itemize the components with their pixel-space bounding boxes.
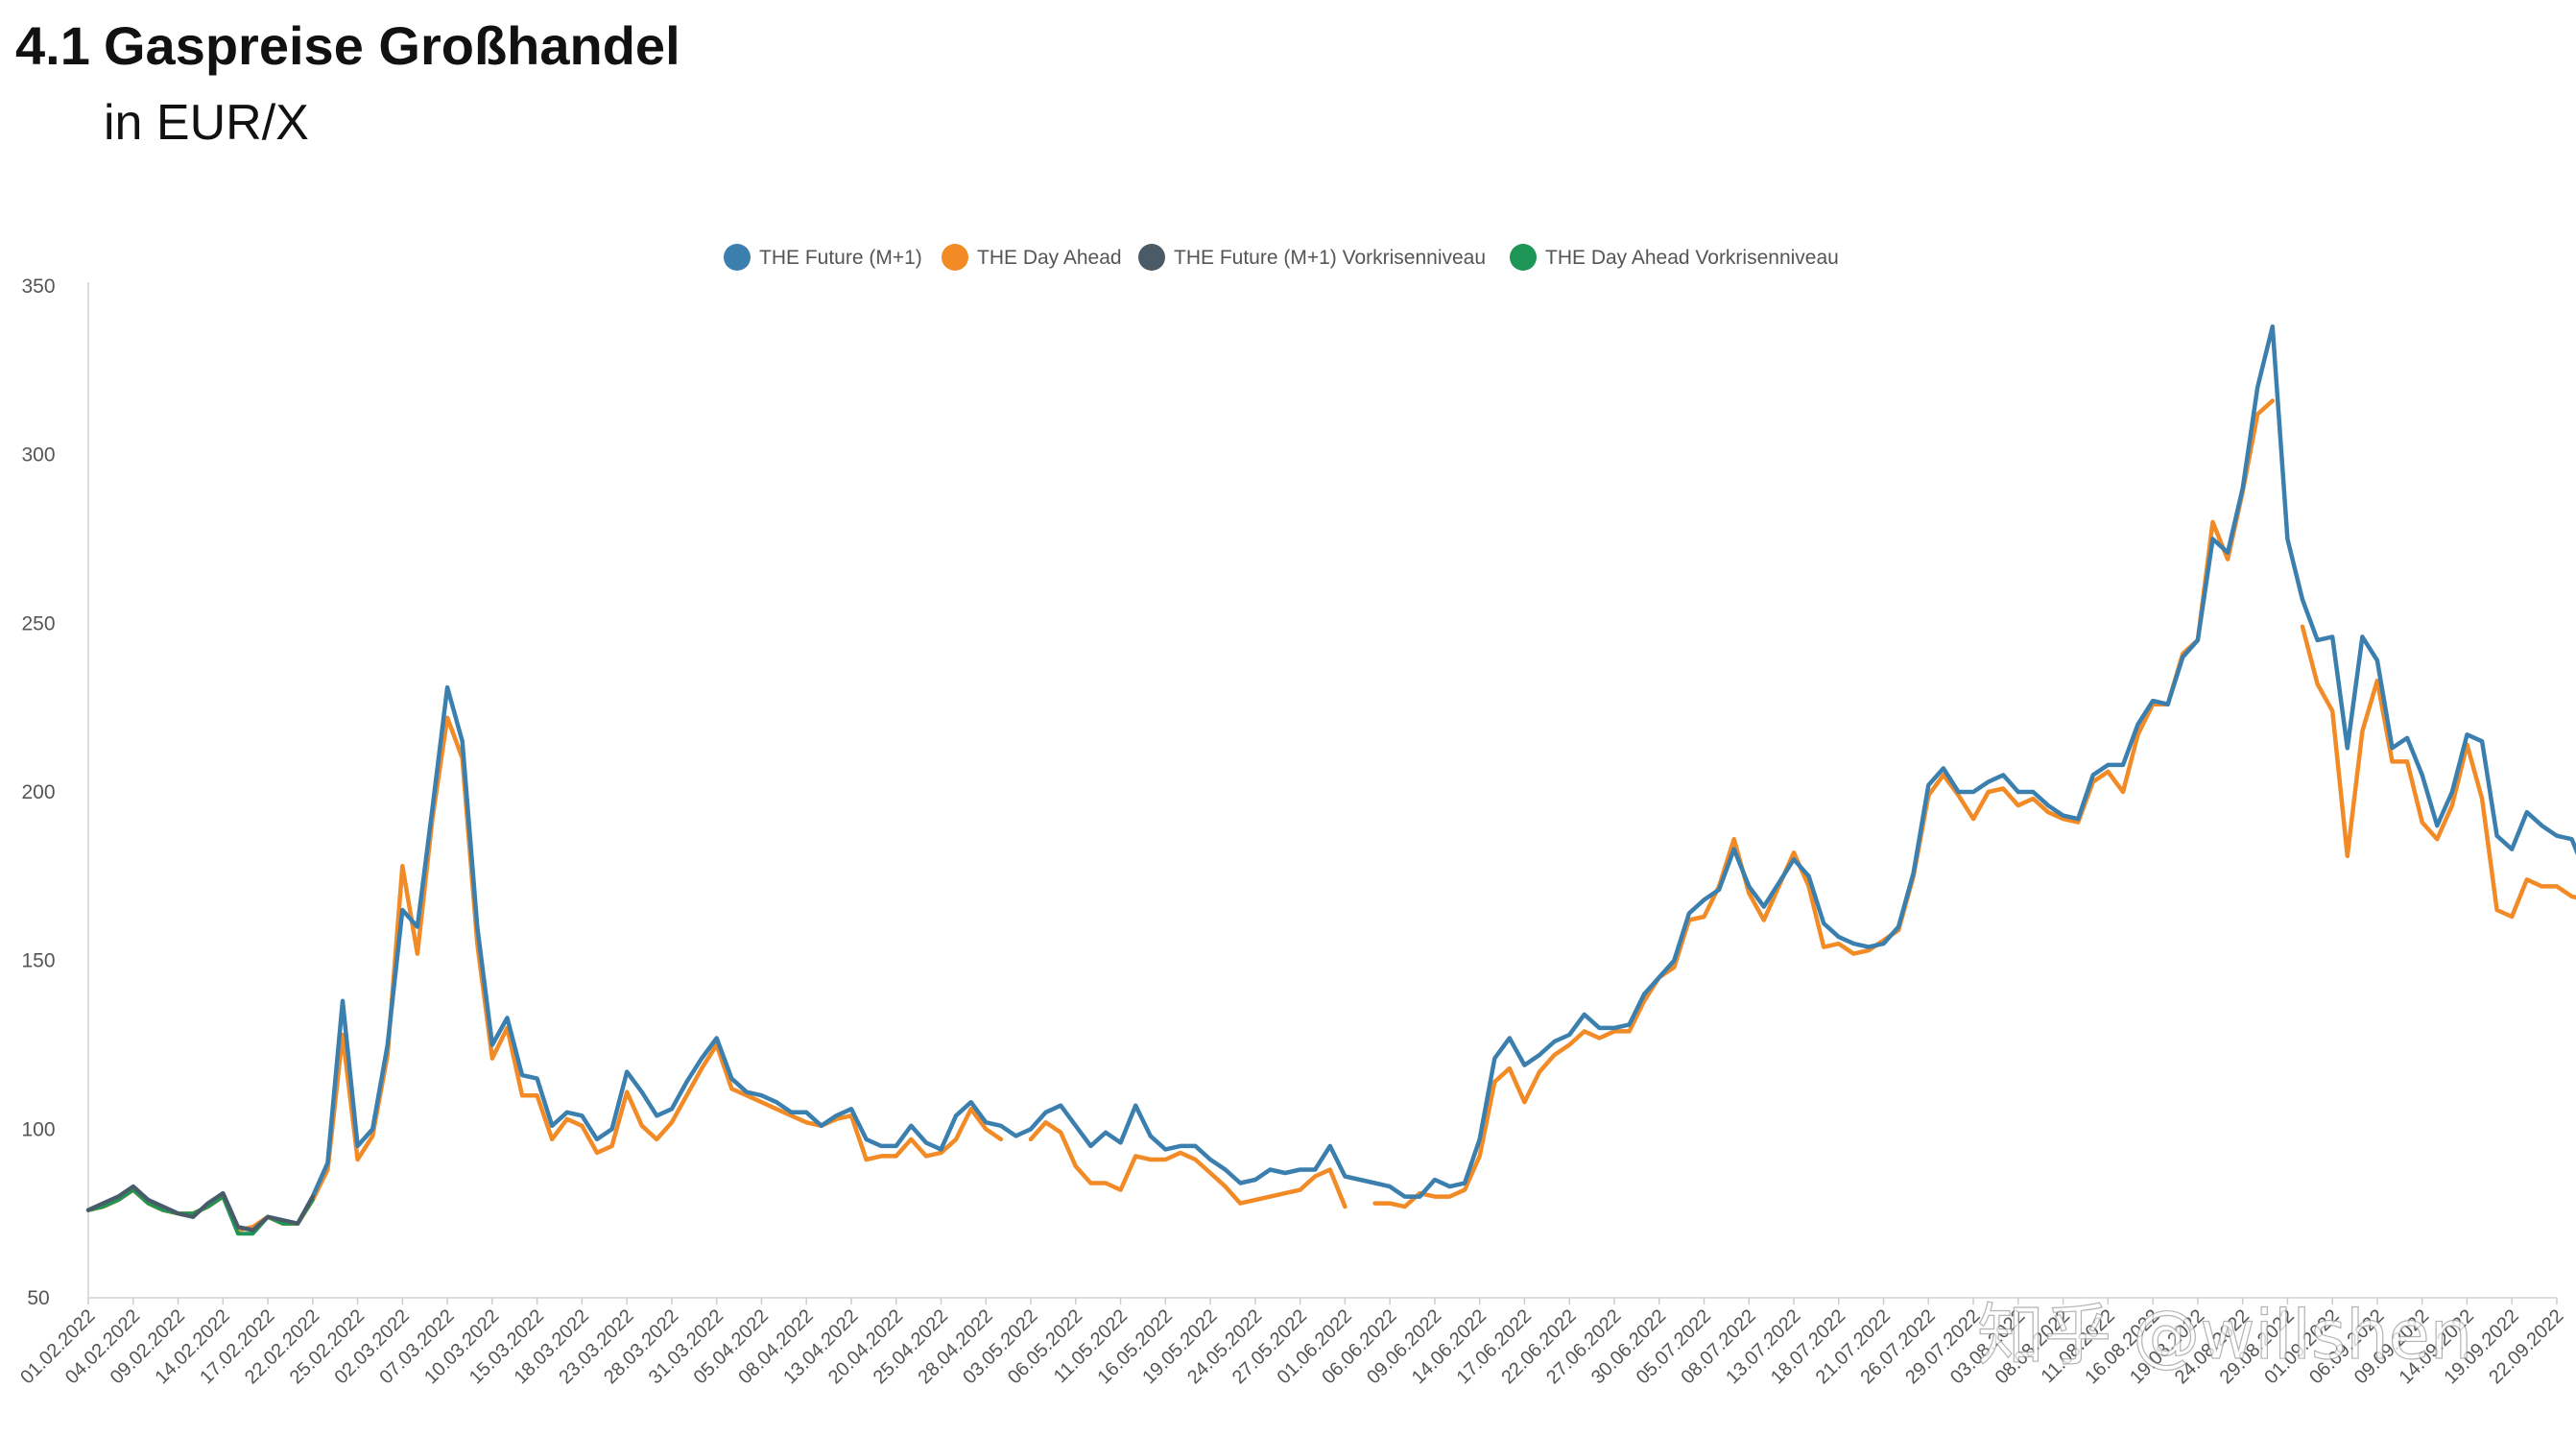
series-line-the-future-m-1 bbox=[85, 323, 2576, 1233]
legend-marker bbox=[724, 244, 751, 271]
legend-label: THE Day Ahead bbox=[977, 247, 1122, 269]
legend-marker bbox=[1138, 244, 1165, 271]
y-tick-label: 300 bbox=[21, 444, 55, 467]
chart-series bbox=[85, 323, 2576, 1236]
chart-axes: 5010015020025030035001.02.202204.02.2022… bbox=[16, 275, 2567, 1388]
header: 4.1 Gaspreise Großhandel in EUR/X bbox=[15, 10, 680, 163]
legend-marker bbox=[1510, 244, 1537, 271]
title-text: Gaspreise Großhandel bbox=[104, 15, 680, 76]
section-number: 4.1 bbox=[15, 15, 90, 76]
watermark: 知乎 @willshen bbox=[1976, 1295, 2472, 1375]
chart-legend: THE Future (M+1) THE Day Ahead THE Future … bbox=[724, 244, 1839, 271]
page-title: 4.1 Gaspreise Großhandel bbox=[15, 10, 680, 83]
y-tick-label: 150 bbox=[21, 950, 55, 972]
series-line-the-day-ahead bbox=[85, 398, 2576, 1233]
legend-label: THE Future (M+1) Vorkrisenniveau bbox=[1174, 247, 1486, 269]
chart-subtitle: in EUR/X bbox=[104, 95, 309, 151]
y-tick-label: 50 bbox=[27, 1287, 49, 1309]
legend-marker bbox=[942, 244, 968, 271]
y-tick-label: 100 bbox=[21, 1118, 55, 1140]
y-tick-label: 250 bbox=[21, 612, 55, 634]
y-tick-label: 350 bbox=[21, 275, 55, 298]
legend-label: THE Future (M+1) bbox=[759, 247, 922, 269]
series-line-the-future-m-1-vorkrisenniveau bbox=[86, 1185, 315, 1233]
watermark-text: 知乎 @willshen bbox=[1977, 1296, 2472, 1375]
legend-label: THE Day Ahead Vorkrisenniveau bbox=[1545, 247, 1839, 269]
y-tick-label: 200 bbox=[21, 781, 55, 803]
